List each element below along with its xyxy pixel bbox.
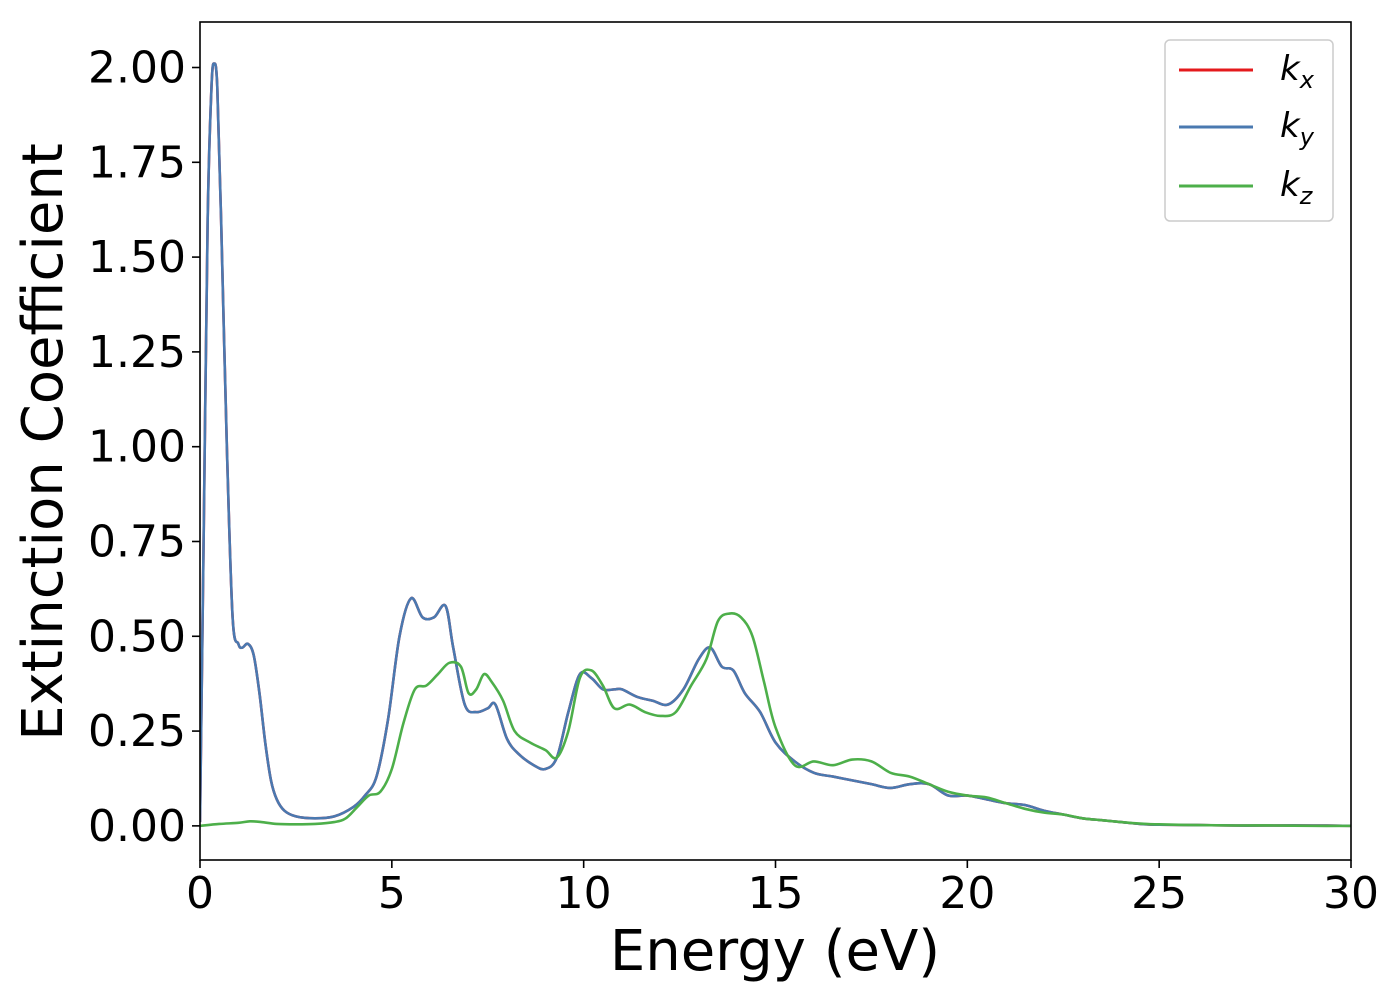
y-tick-label: 0.00 bbox=[88, 801, 186, 852]
y-axis-label: Extinction Coefficient bbox=[11, 143, 76, 741]
x-tick-label: 10 bbox=[556, 868, 612, 919]
y-tick-label: 0.25 bbox=[88, 706, 186, 757]
legend-box bbox=[1164, 39, 1334, 222]
y-tick-label: 2.00 bbox=[88, 43, 186, 94]
y-axis-ticks: 0.00 0.25 0.50 0.75 1.00 1.25 1.50 1.75 2.00 bbox=[88, 43, 200, 852]
series-line-ky bbox=[200, 62, 1351, 828]
series-line-kz bbox=[200, 612, 1351, 828]
legend: kx ky kz bbox=[1164, 39, 1334, 222]
x-tick-label: 30 bbox=[1323, 868, 1379, 919]
x-tick-label: 0 bbox=[186, 868, 214, 919]
x-tick-label: 15 bbox=[748, 868, 804, 919]
y-tick-label: 0.50 bbox=[88, 611, 186, 662]
legend-label-kx: kx bbox=[1280, 49, 1315, 94]
x-tick-label: 25 bbox=[1131, 868, 1187, 919]
legend-label-kz: kz bbox=[1280, 165, 1314, 210]
y-tick-label: 1.75 bbox=[88, 137, 186, 188]
y-tick-label: 0.75 bbox=[88, 516, 186, 567]
x-tick-label: 5 bbox=[378, 868, 406, 919]
plot-area bbox=[200, 62, 1351, 828]
series-lines bbox=[200, 62, 1351, 828]
legend-label-ky: ky bbox=[1280, 106, 1315, 151]
y-tick-label: 1.25 bbox=[88, 327, 186, 378]
x-axis-label: Energy (eV) bbox=[610, 919, 940, 984]
x-axis-ticks: 0 5 10 15 20 25 30 bbox=[186, 860, 1379, 919]
x-tick-label: 20 bbox=[939, 868, 995, 919]
y-tick-label: 1.00 bbox=[88, 422, 186, 473]
plot-frame bbox=[199, 21, 1352, 861]
y-tick-label: 1.50 bbox=[88, 232, 186, 283]
